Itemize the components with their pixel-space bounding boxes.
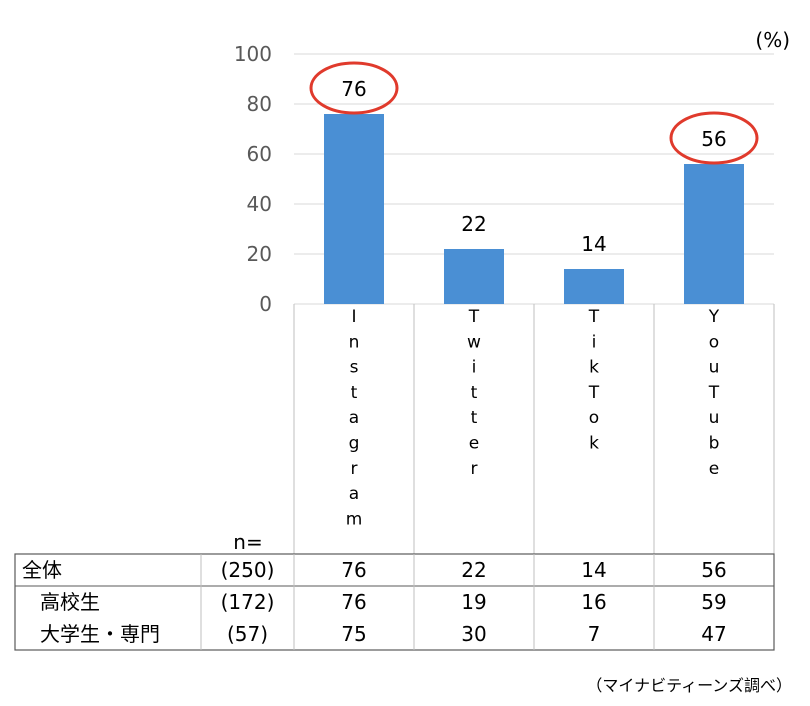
row-n: (172) bbox=[221, 590, 275, 614]
row-n: (57) bbox=[227, 622, 268, 646]
bar-instagram bbox=[324, 114, 384, 304]
row-n: (250) bbox=[221, 558, 275, 582]
bar-tiktok bbox=[564, 269, 624, 304]
table-border bbox=[14, 553, 775, 651]
data-label: 76 bbox=[341, 77, 366, 101]
row-label: 高校生 bbox=[40, 590, 100, 614]
row-label: 全体 bbox=[22, 558, 62, 582]
y-axis-ticks: 100 80 60 40 20 0 bbox=[234, 42, 272, 316]
table-cell: 30 bbox=[461, 622, 486, 646]
highlight-circle bbox=[309, 61, 399, 115]
y-tick-label: 80 bbox=[247, 92, 272, 116]
table-cell: 14 bbox=[581, 558, 606, 582]
source-note: （マイナビティーンズ調べ） bbox=[586, 676, 792, 695]
data-labels: 76 22 14 56 bbox=[341, 77, 726, 256]
table-cell: 47 bbox=[701, 622, 726, 646]
table-cell: 56 bbox=[701, 558, 726, 582]
y-tick-label: 100 bbox=[234, 42, 272, 66]
y-tick-label: 40 bbox=[247, 192, 272, 216]
bars bbox=[324, 114, 744, 304]
data-label: 56 bbox=[701, 127, 726, 151]
y-tick-label: 60 bbox=[247, 142, 272, 166]
data-table: n= 全体 (250) 76 22 14 56 高校生 (172) 76 19 16 59 大学生・専門 (… bbox=[14, 530, 775, 651]
table-cell: 16 bbox=[581, 590, 606, 614]
row-label: 大学生・専門 bbox=[40, 622, 160, 646]
y-tick-label: 0 bbox=[259, 292, 272, 316]
unit-label: (%) bbox=[755, 28, 790, 52]
data-label: 14 bbox=[581, 232, 606, 256]
bar-twitter bbox=[444, 249, 504, 304]
y-tick-label: 20 bbox=[247, 242, 272, 266]
data-label: 22 bbox=[461, 212, 486, 236]
table-cell: 76 bbox=[341, 590, 366, 614]
highlight-circle bbox=[669, 111, 759, 165]
table-cell: 22 bbox=[461, 558, 486, 582]
highlight-circles bbox=[309, 61, 759, 165]
table-cell: 7 bbox=[588, 622, 601, 646]
table-cell: 76 bbox=[341, 558, 366, 582]
bar-youtube bbox=[684, 164, 744, 304]
table-cell: 59 bbox=[701, 590, 726, 614]
table-cell: 19 bbox=[461, 590, 486, 614]
table-cell: 75 bbox=[341, 622, 366, 646]
n-label: n= bbox=[233, 530, 262, 554]
